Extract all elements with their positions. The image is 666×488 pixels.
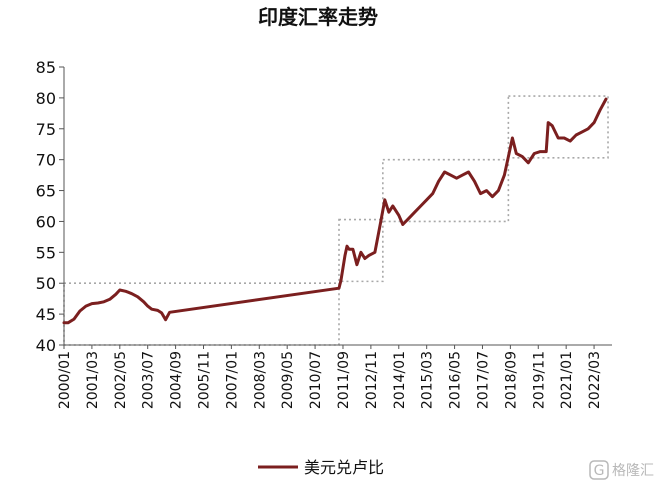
watermark-logo-icon xyxy=(589,460,609,480)
x-tick-label: 2021/01 xyxy=(559,351,575,409)
x-tick-labels: 2000/01 2001/03 2002/05 2003/07 2004/09 2005/… xyxy=(57,351,603,409)
y-tick-label: 45 xyxy=(36,305,56,324)
x-tick-label: 2015/03 xyxy=(420,351,436,409)
x-tick-label: 2003/07 xyxy=(141,351,157,409)
annotation-boxes xyxy=(63,95,609,346)
x-tick-label: 2000/01 xyxy=(57,351,73,409)
x-tick-label: 2019/11 xyxy=(531,351,547,409)
x-tick-label: 2005/11 xyxy=(196,351,212,409)
annotation-box-1 xyxy=(63,282,340,346)
y-tick-label: 55 xyxy=(36,243,56,262)
legend: 美元兑卢比 xyxy=(258,458,384,477)
y-tick-labels: 40 45 50 55 60 65 70 75 80 85 xyxy=(36,58,56,355)
annotation-box-2 xyxy=(338,218,384,283)
y-tick-label: 50 xyxy=(36,274,56,293)
x-tick-label: 2009/05 xyxy=(280,351,296,409)
x-tick-label: 2007/01 xyxy=(224,351,240,409)
x-tick-label: 2010/07 xyxy=(308,351,324,409)
x-tick-label: 2016/05 xyxy=(448,351,464,409)
y-tick-label: 60 xyxy=(36,212,56,231)
y-tick-label: 65 xyxy=(36,182,56,201)
annotation-box-3 xyxy=(382,158,510,223)
y-tick-label: 70 xyxy=(36,151,56,170)
x-tick-label: 2008/03 xyxy=(252,351,268,409)
x-tick-label: 2004/09 xyxy=(169,351,185,409)
x-tick-label: 2017/07 xyxy=(475,351,491,409)
chart-title: 印度汇率走势 xyxy=(258,5,378,29)
y-tick-label: 80 xyxy=(36,89,56,108)
x-tick-label: 2001/03 xyxy=(85,351,101,409)
x-tick-label: 2011/09 xyxy=(336,351,352,409)
x-tick-label: 2014/01 xyxy=(392,351,408,409)
watermark-text: 格隆汇 xyxy=(612,463,654,479)
y-tick-label: 40 xyxy=(36,336,56,355)
watermark-logo-letter: G xyxy=(594,463,605,479)
x-tick-label: 2022/03 xyxy=(587,351,603,409)
x-tick-label: 2012/11 xyxy=(364,351,380,409)
y-tick-label: 85 xyxy=(36,58,56,77)
y-tick-label: 75 xyxy=(36,120,56,139)
annotation-box-4 xyxy=(507,95,609,159)
x-tick-label: 2002/05 xyxy=(113,351,129,409)
axes xyxy=(59,66,612,349)
watermark: G 格隆汇 xyxy=(589,460,654,480)
series-line-usd-inr xyxy=(62,97,608,325)
x-tick-label: 2018/09 xyxy=(503,351,519,409)
legend-label: 美元兑卢比 xyxy=(304,458,384,477)
